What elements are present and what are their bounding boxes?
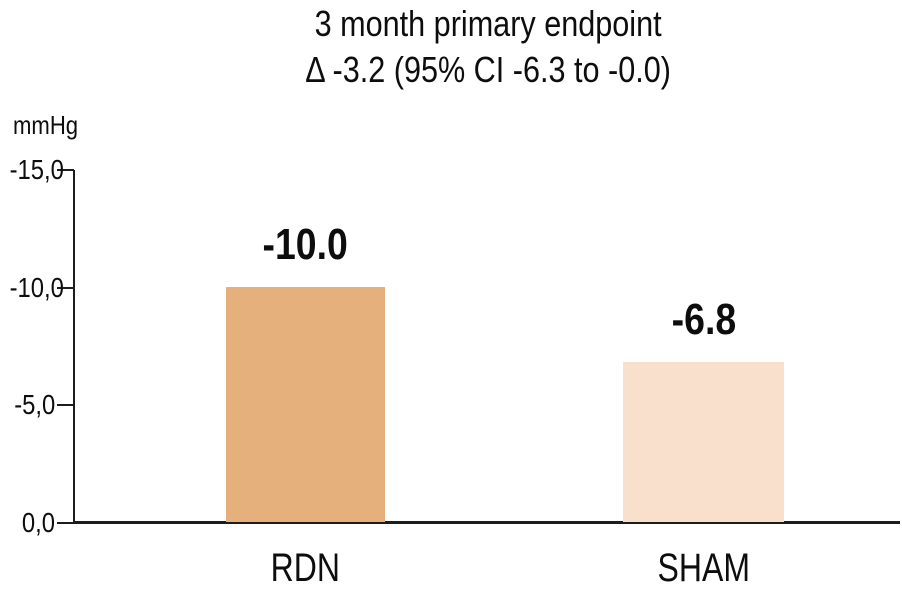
chart-title: 3 month primary endpoint — [74, 2, 902, 46]
y-axis-tick — [57, 404, 74, 407]
x-category-label-sham: SHAM — [657, 546, 750, 590]
y-axis-unit-label: mmHg — [13, 110, 79, 140]
y-axis-tick-label: -15,0 — [9, 154, 64, 185]
y-axis-tick — [57, 286, 74, 289]
chart-title-text: 3 month primary endpoint — [314, 3, 662, 44]
y-axis-tick-label: -5,0 — [13, 389, 55, 421]
bar-sham — [623, 361, 784, 522]
bar-value-label-rdn: -10.0 — [262, 219, 349, 269]
y-axis-tick — [57, 522, 74, 524]
y-axis-tick-label: 0,0 — [21, 507, 55, 538]
y-axis-line — [73, 170, 75, 523]
bar-rdn — [226, 286, 385, 522]
y-axis-tick — [57, 169, 74, 171]
chart-subtitle-text: Δ -3.2 (95% CI -6.3 to -0.0) — [305, 49, 671, 90]
x-axis-line — [73, 521, 900, 524]
bar-value-label-sham: -6.8 — [671, 294, 736, 344]
chart-subtitle: Δ -3.2 (95% CI -6.3 to -0.0) — [74, 48, 902, 92]
x-category-label-rdn: RDN — [270, 546, 341, 590]
y-axis-tick-label: -10,0 — [9, 271, 64, 303]
